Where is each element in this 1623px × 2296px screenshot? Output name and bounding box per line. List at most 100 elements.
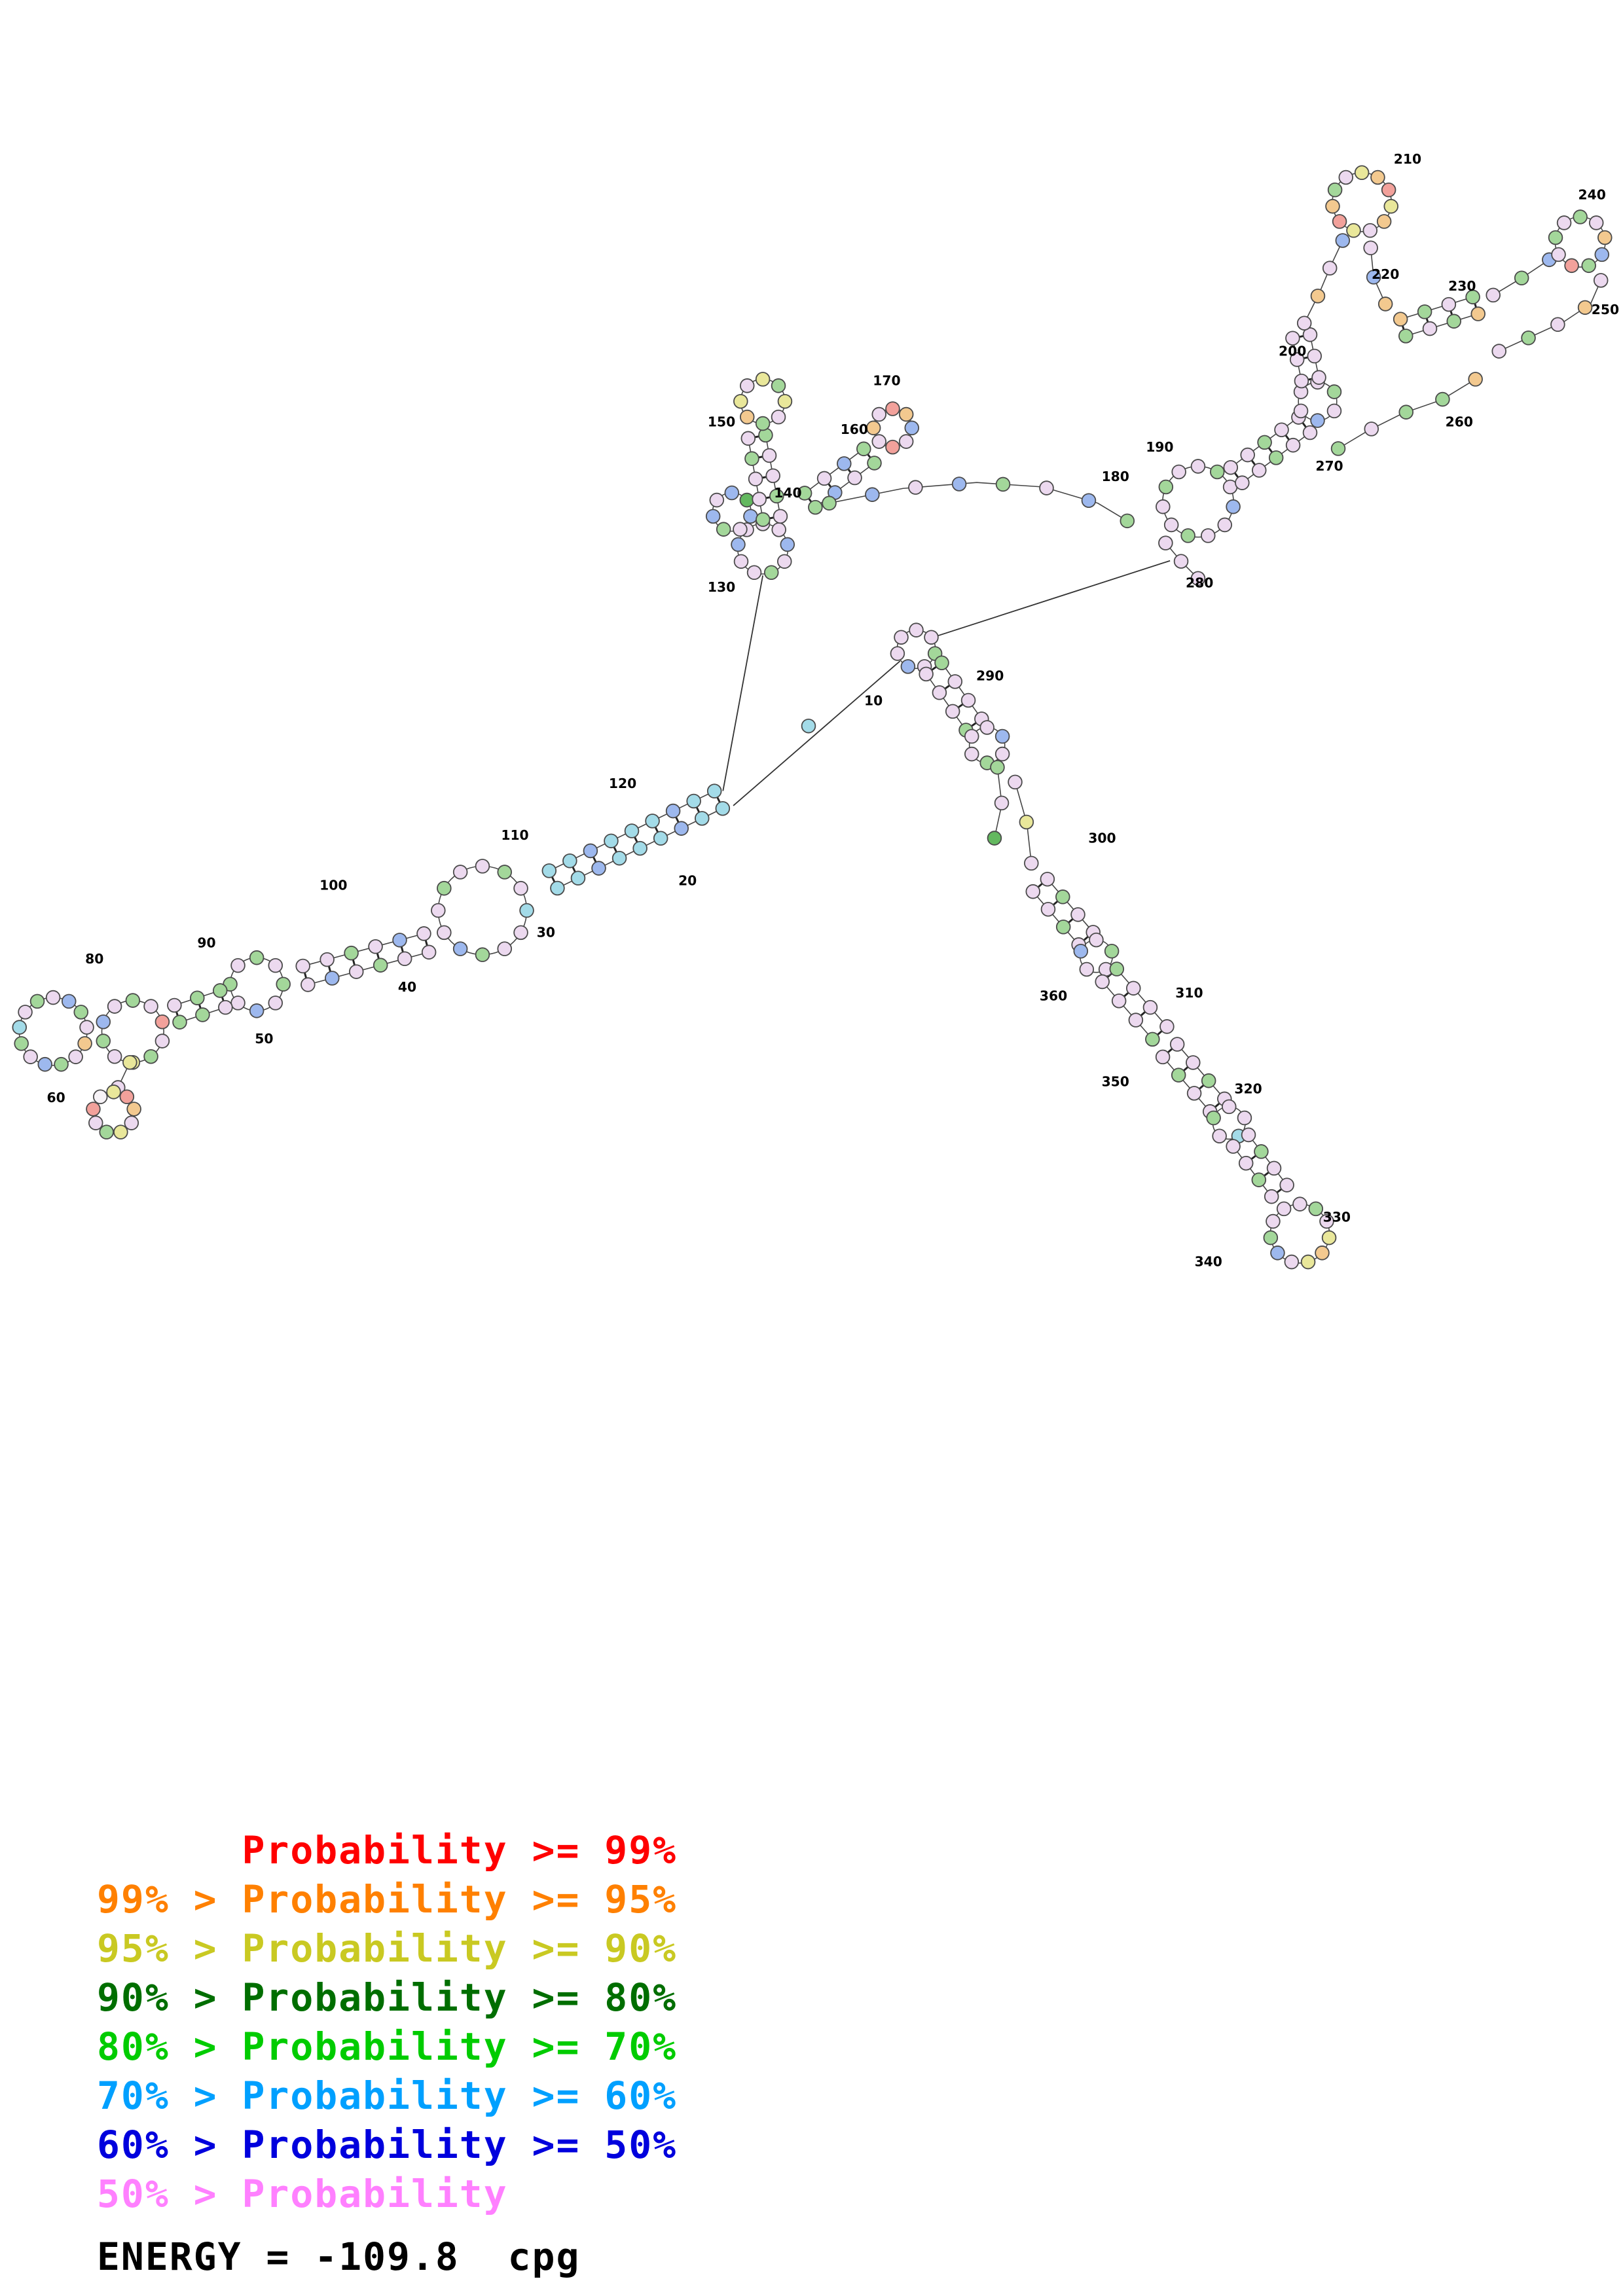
nucleotide (645, 814, 660, 829)
position-label: 170 (873, 372, 900, 388)
nucleotide (397, 951, 412, 967)
probability-legend: Probability >= 99% 99% > Probability >= … (97, 1826, 677, 2219)
position-label: 210 (1394, 151, 1421, 167)
nucleotide (1212, 1128, 1227, 1144)
nucleotide (1417, 304, 1432, 319)
legend-entry-99: Probability >= 99% (97, 1828, 678, 1873)
nucleotide (475, 947, 490, 962)
nucleotide (611, 850, 627, 866)
nucleotide (1289, 352, 1305, 367)
nucleotide (1326, 384, 1342, 399)
nucleotide (1109, 961, 1125, 977)
nucleotide (1514, 270, 1529, 286)
nucleotide (900, 659, 916, 674)
backbone-path (1102, 981, 1153, 1040)
nucleotide (268, 996, 283, 1011)
nucleotide (230, 958, 246, 973)
nucleotide (776, 554, 792, 569)
nucleotide (18, 1005, 33, 1020)
nucleotide (1040, 901, 1056, 917)
nucleotide (218, 999, 233, 1015)
nucleotide (1327, 182, 1343, 198)
nucleotide (1307, 348, 1322, 364)
nucleotide (919, 666, 934, 682)
nucleotide (1551, 247, 1566, 262)
nucleotide (373, 958, 388, 973)
nucleotide (1235, 475, 1250, 490)
backbone-path (1248, 1134, 1288, 1185)
nucleotide (591, 861, 606, 876)
nucleotide (871, 406, 886, 422)
nucleotide (1296, 315, 1312, 331)
nucleotide (1217, 517, 1233, 533)
nucleotide (748, 471, 763, 487)
nucleotide (1322, 260, 1338, 276)
nucleotide (604, 833, 619, 849)
nucleotide (1330, 441, 1346, 456)
nucleotide (1186, 1055, 1201, 1070)
nucleotide (715, 800, 731, 816)
nucleotide (934, 655, 949, 670)
nucleotide (797, 486, 812, 501)
nucleotide (780, 537, 795, 552)
nucleotide (1266, 1213, 1281, 1229)
nucleotide (624, 823, 640, 838)
nucleotide (801, 718, 816, 734)
nucleotide (1335, 233, 1351, 248)
nucleotide (1169, 1037, 1185, 1052)
nucleotide (1325, 198, 1340, 214)
legend-entry-90: 95% > Probability >= 90% (97, 1926, 678, 1971)
nucleotide (1573, 209, 1588, 224)
nucleotide (994, 795, 1010, 811)
nucleotide (1363, 240, 1378, 256)
position-label: 180 (1102, 469, 1129, 484)
nucleotide (497, 941, 513, 956)
legend-entry-50: 60% > Probability >= 50% (97, 2123, 678, 2167)
nucleotide (1171, 1067, 1186, 1083)
nucleotide (867, 456, 882, 471)
nucleotide (994, 746, 1010, 762)
nucleotide (12, 1020, 27, 1035)
nucleotide (866, 420, 881, 436)
nucleotide (1257, 435, 1272, 450)
nucleotide (1070, 907, 1085, 922)
nucleotide (190, 990, 205, 1005)
nucleotide (125, 993, 141, 1008)
nucleotide (1364, 422, 1379, 437)
nucleotide (1055, 920, 1071, 935)
backbone-path (1400, 296, 1473, 320)
nucleotide (79, 1020, 94, 1035)
nucleotide (1209, 464, 1225, 480)
loop-backbone (437, 865, 528, 956)
nucleotide (987, 831, 1002, 846)
legend-entry-80: 90% > Probability >= 80% (97, 1975, 678, 2020)
nucleotide (497, 865, 513, 880)
nucleotide (763, 565, 779, 581)
position-label: 160 (841, 422, 868, 437)
nucleotide (733, 554, 749, 569)
nucleotide (769, 488, 784, 504)
nucleotide (1264, 1189, 1279, 1204)
nucleotide (113, 1124, 128, 1139)
nucleotide (68, 1049, 83, 1064)
nucleotide (1104, 943, 1120, 959)
nucleotide (771, 522, 786, 537)
nucleotide (1226, 499, 1241, 514)
nucleotide (37, 1056, 53, 1072)
position-label: 50 (255, 1031, 273, 1047)
position-label: 200 (1279, 343, 1306, 359)
nucleotide (1274, 422, 1289, 438)
backbone-path (925, 673, 967, 730)
nucleotide (1441, 296, 1457, 312)
nucleotide (665, 803, 681, 819)
nucleotide (1040, 871, 1055, 887)
nucleotide (1319, 1213, 1334, 1229)
nucleotide (756, 512, 771, 528)
nucleotide (143, 1049, 158, 1064)
backbone-path (1405, 313, 1478, 337)
position-label: 190 (1146, 439, 1173, 455)
nucleotide (1422, 321, 1438, 336)
nucleotide (106, 1085, 121, 1100)
nucleotide (904, 420, 920, 436)
nucleotide (1338, 170, 1354, 185)
